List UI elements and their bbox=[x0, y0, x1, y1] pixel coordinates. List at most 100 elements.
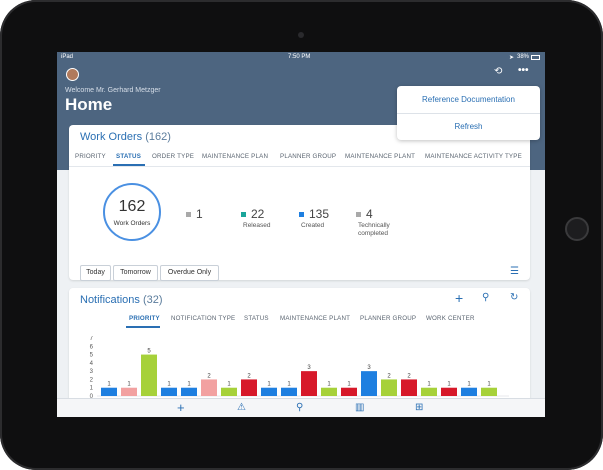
plus-icon[interactable]: + bbox=[177, 400, 185, 415]
chart-bar[interactable] bbox=[221, 387, 237, 396]
tab-planner-group[interactable]: PLANNER GROUP bbox=[280, 153, 337, 160]
bar-value-label: 1 bbox=[167, 382, 171, 388]
battery-level: 38% bbox=[517, 54, 530, 60]
chart-bar[interactable] bbox=[161, 387, 177, 396]
more-options-menu: Reference Documentation Refresh bbox=[397, 86, 540, 140]
tab-status[interactable]: STATUS bbox=[244, 315, 269, 322]
chart-bar[interactable] bbox=[441, 387, 457, 396]
clock: 7:50 PM bbox=[288, 54, 311, 60]
more-options-icon[interactable]: ••• bbox=[518, 65, 529, 76]
home-button[interactable] bbox=[565, 217, 589, 241]
chart-bar[interactable] bbox=[361, 371, 377, 396]
bar-value-label: 2 bbox=[387, 373, 391, 379]
y-tick-label: 5 bbox=[90, 353, 94, 359]
tab-priority[interactable]: PRIORITY bbox=[75, 153, 106, 160]
chart-bar[interactable] bbox=[421, 387, 437, 396]
work-orders-total-ring[interactable]: 162 Work Orders bbox=[103, 183, 161, 241]
y-tick-label: 0 bbox=[90, 394, 94, 400]
battery-icon bbox=[531, 55, 540, 60]
active-tab-indicator bbox=[126, 326, 160, 328]
y-tick-label: 1 bbox=[90, 386, 94, 392]
chart-bar[interactable] bbox=[321, 387, 337, 396]
tab-maintenance-plan[interactable]: MAINTENANCE PLAN bbox=[202, 153, 269, 160]
y-tick-label: 2 bbox=[90, 377, 94, 383]
notifications-count: (32) bbox=[142, 294, 163, 306]
chart-bar[interactable] bbox=[461, 387, 477, 396]
chart-bar[interactable] bbox=[381, 379, 397, 396]
bar-value-label: 2 bbox=[407, 373, 411, 379]
chart-bar[interactable] bbox=[301, 371, 317, 396]
bar-value-label: 3 bbox=[307, 365, 311, 371]
warning-icon[interactable]: ⚠ bbox=[237, 402, 246, 413]
tab-planner-group[interactable]: PLANNER GROUP bbox=[360, 315, 417, 322]
tab-maintenance-plant[interactable]: MAINTENANCE PLANT bbox=[280, 315, 351, 322]
avatar[interactable] bbox=[66, 68, 79, 81]
welcome-text: Welcome Mr. Gerhard Metzger bbox=[65, 87, 161, 94]
chart-bar[interactable] bbox=[241, 379, 257, 396]
search-icon[interactable]: ⚲ bbox=[296, 402, 304, 413]
bar-value-label: 1 bbox=[447, 382, 451, 388]
chart-bar[interactable] bbox=[141, 354, 157, 396]
chart-bar[interactable] bbox=[181, 387, 197, 396]
bar-value-label: 5 bbox=[147, 349, 151, 355]
total-count: 162 bbox=[118, 198, 146, 215]
notifications-card: Notifications (32) + ⚲ ↻ PRIORITY NOTIFI… bbox=[69, 288, 530, 406]
work-orders-title-text: Work Orders bbox=[80, 131, 143, 143]
chart-bar[interactable] bbox=[101, 387, 117, 396]
chart-bar[interactable] bbox=[281, 387, 297, 396]
stat-created-label: Created bbox=[301, 222, 325, 229]
stat-technically-completed-swatch bbox=[356, 212, 361, 217]
filter-overdue-only-button[interactable]: Overdue Only bbox=[160, 265, 219, 281]
map-icon[interactable]: ▥ bbox=[355, 402, 365, 413]
bar-value-label: 1 bbox=[127, 382, 131, 388]
tab-status[interactable]: STATUS bbox=[116, 153, 142, 160]
total-label: Work Orders bbox=[113, 220, 151, 227]
bar-value-label: 1 bbox=[227, 382, 231, 388]
front-camera bbox=[298, 32, 304, 38]
bar-value-label: 1 bbox=[287, 382, 291, 388]
bar-value-label: 1 bbox=[187, 382, 191, 388]
stat-technically-completed-label: Technically completed bbox=[358, 222, 390, 237]
menu-item-reference-documentation[interactable]: Reference Documentation bbox=[422, 95, 515, 104]
stat-released-label: Released bbox=[243, 222, 271, 229]
chart-bar[interactable] bbox=[261, 387, 277, 396]
bar-value-label: 1 bbox=[327, 382, 331, 388]
tab-maintenance-plant[interactable]: MAINTENANCE PLANT bbox=[345, 153, 416, 160]
y-tick-label: 6 bbox=[90, 344, 94, 350]
filter-tomorrow-button[interactable]: Tomorrow bbox=[113, 265, 158, 281]
chart-bar[interactable] bbox=[121, 387, 137, 396]
chart-bar[interactable] bbox=[401, 379, 417, 396]
notifications-title-text: Notifications bbox=[80, 294, 140, 306]
status-bar: iPad 7:50 PM ➤ 38% bbox=[57, 52, 545, 64]
tab-priority[interactable]: PRIORITY bbox=[129, 315, 160, 322]
bar-value-label: 1 bbox=[267, 382, 271, 388]
active-tab-indicator bbox=[113, 164, 145, 166]
tab-maintenance-activity-type[interactable]: MAINTENANCE ACTIVITY TYPE bbox=[425, 153, 522, 160]
filter-settings-icon[interactable]: ☰ bbox=[510, 266, 519, 277]
bar-value-label: 1 bbox=[347, 382, 351, 388]
stat-created-value: 135 bbox=[309, 207, 330, 221]
stat-released-swatch bbox=[241, 212, 246, 217]
bar-value-label: 1 bbox=[467, 382, 471, 388]
chart-bar[interactable] bbox=[341, 387, 357, 396]
work-orders-title: Work Orders (162) bbox=[80, 131, 171, 143]
y-tick-label: 4 bbox=[90, 361, 94, 367]
tab-work-center[interactable]: WORK CENTER bbox=[426, 315, 475, 322]
stat-released-value: 22 bbox=[251, 207, 265, 221]
work-orders-count: (162) bbox=[145, 131, 171, 143]
menu-divider bbox=[397, 113, 540, 114]
bottom-toolbar: + ⚠ ⚲ ▥ ⊞ bbox=[57, 398, 545, 417]
bar-value-label: 2 bbox=[247, 373, 251, 379]
menu-item-refresh[interactable]: Refresh bbox=[454, 122, 483, 131]
search-notifications-icon[interactable]: ⚲ bbox=[482, 292, 490, 303]
tab-order-type[interactable]: ORDER TYPE bbox=[152, 153, 195, 160]
tab-notification-type[interactable]: NOTIFICATION TYPE bbox=[171, 315, 236, 322]
sync-icon[interactable]: ⟲ bbox=[494, 66, 503, 77]
refresh-notifications-icon[interactable]: ↻ bbox=[510, 292, 519, 303]
chart-bar[interactable] bbox=[481, 387, 497, 396]
chart-bar[interactable] bbox=[201, 379, 217, 396]
grid-icon[interactable]: ⊞ bbox=[415, 402, 424, 413]
bar-value-label: 3 bbox=[367, 365, 371, 371]
add-notification-icon[interactable]: + bbox=[455, 290, 464, 306]
filter-today-button[interactable]: Today bbox=[80, 265, 111, 281]
